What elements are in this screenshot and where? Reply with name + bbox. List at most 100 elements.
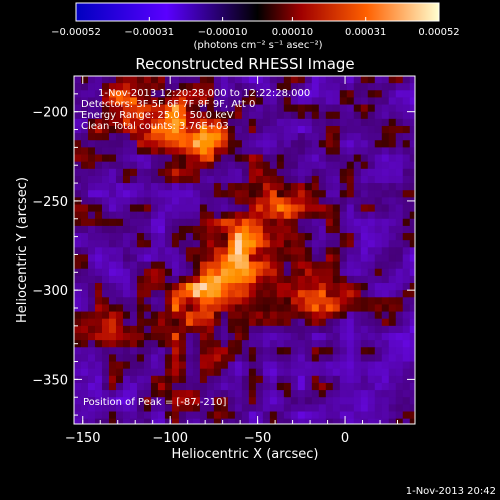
heatmap-cell <box>143 247 152 256</box>
heatmap-cell <box>150 125 159 134</box>
heatmap-cell <box>402 104 411 113</box>
heatmap-cell <box>262 161 271 170</box>
heatmap-cell <box>374 161 383 170</box>
heatmap-cell <box>417 397 425 405</box>
heatmap-cell <box>108 233 117 241</box>
heatmap-cell <box>185 83 194 91</box>
heatmap-cell <box>101 304 110 313</box>
heatmap-cell <box>395 104 404 113</box>
heatmap-cell <box>185 290 194 298</box>
heatmap-cell <box>374 225 383 234</box>
heatmap-cell <box>332 190 341 198</box>
heatmap-cell <box>94 154 103 163</box>
heatmap-cell <box>74 354 82 363</box>
heatmap-cell <box>164 404 173 413</box>
heatmap-cell <box>262 147 271 156</box>
heatmap-cell <box>74 147 82 156</box>
heatmap-cell <box>255 332 264 341</box>
heatmap-cell <box>171 254 180 263</box>
heatmap-cell <box>122 211 131 220</box>
heatmap-cell <box>227 268 236 277</box>
heatmap-cell <box>360 254 369 263</box>
heatmap-cell <box>402 318 411 327</box>
heatmap-cell <box>417 97 425 105</box>
heatmap-cell <box>108 204 117 213</box>
heatmap-cell <box>304 211 313 220</box>
heatmap-cell <box>339 382 348 391</box>
heatmap-cell <box>395 254 404 263</box>
heatmap-cell <box>395 318 404 327</box>
heatmap-cell <box>150 325 159 334</box>
heatmap-cell <box>234 204 243 213</box>
heatmap-cell <box>381 368 390 377</box>
heatmap-cell <box>332 397 341 405</box>
heatmap-cell <box>143 382 152 391</box>
heatmap-cell <box>290 90 299 99</box>
heatmap-cell <box>220 268 229 277</box>
heatmap-cell <box>269 240 278 248</box>
heatmap-cell <box>409 347 415 355</box>
heatmap-cell <box>283 318 292 327</box>
heatmap-cell <box>297 76 306 84</box>
heatmap-cell <box>74 204 82 213</box>
heatmap-cell <box>346 254 355 263</box>
heatmap-cell <box>339 190 348 198</box>
heatmap-cell <box>283 233 292 241</box>
heatmap-cell <box>80 76 89 84</box>
heatmap-cell <box>360 175 369 184</box>
heatmap-cell <box>367 97 376 106</box>
heatmap-cell <box>80 404 89 413</box>
heatmap-cell <box>388 211 397 220</box>
heatmap-cell <box>171 161 180 170</box>
heatmap-cell <box>185 254 194 263</box>
heatmap-cell <box>185 240 194 248</box>
heatmap-cell <box>339 90 348 99</box>
heatmap-cell <box>227 175 236 184</box>
heatmap-cell <box>388 283 397 291</box>
heatmap-cell <box>388 390 397 398</box>
heatmap-cell <box>388 275 397 284</box>
heatmap-cell <box>136 183 145 191</box>
heatmap-cell <box>332 390 341 398</box>
heatmap-cell <box>178 76 187 84</box>
heatmap-cell <box>101 283 110 291</box>
heatmap-cell <box>192 104 201 113</box>
heatmap-cell <box>115 254 124 263</box>
heatmap-cell <box>332 211 341 220</box>
heatmap-cell <box>157 175 166 184</box>
heatmap-cell <box>185 311 194 320</box>
heatmap-cell <box>333 426 341 434</box>
heatmap-cell <box>318 125 327 134</box>
heatmap-cell <box>409 254 415 263</box>
heatmap-cell <box>108 211 117 220</box>
heatmap-cell <box>178 161 187 170</box>
heatmap-cell <box>115 418 124 424</box>
heatmap-cell <box>220 375 229 384</box>
heatmap-cell <box>234 190 243 198</box>
heatmap-cell <box>325 261 334 270</box>
heatmap-cell <box>353 83 362 91</box>
heatmap-cell <box>381 218 390 227</box>
heatmap-cell <box>360 111 369 120</box>
heatmap-cell <box>150 111 159 120</box>
heatmap-cell <box>409 97 415 106</box>
heatmap-cell <box>269 418 278 424</box>
heatmap-cell <box>374 104 383 113</box>
heatmap-cell <box>262 390 271 398</box>
heatmap-cell <box>143 297 152 306</box>
heatmap-cell <box>318 190 327 198</box>
heatmap-cell <box>157 111 166 120</box>
heatmap-cell <box>339 304 348 313</box>
heatmap-cell <box>206 76 215 84</box>
heatmap-cell <box>101 397 110 405</box>
heatmap-cell <box>136 311 145 320</box>
heatmap-cell <box>192 204 201 213</box>
heatmap-cell <box>157 261 166 270</box>
heatmap-cell <box>311 175 320 184</box>
heatmap-cell <box>171 97 180 106</box>
heatmap-cell <box>417 197 425 205</box>
heatmap-cell <box>199 390 208 398</box>
heatmap-cell <box>248 76 257 84</box>
heatmap-cell <box>157 204 166 213</box>
heatmap-cell <box>248 411 257 420</box>
